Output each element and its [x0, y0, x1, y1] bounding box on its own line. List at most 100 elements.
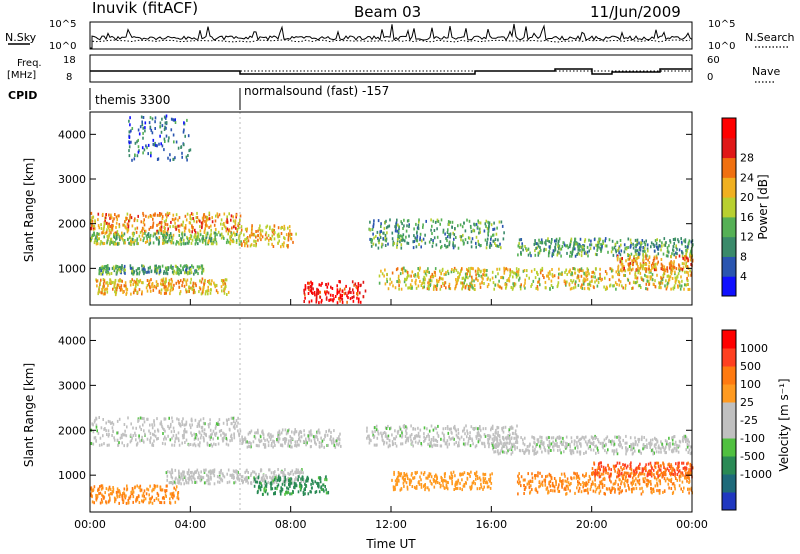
- scatter-cell: [429, 479, 431, 483]
- scatter-cell: [233, 225, 236, 228]
- scatter-cell: [684, 245, 687, 249]
- scatter-cell: [289, 492, 291, 496]
- scatter-cell: [470, 281, 473, 285]
- scatter-cell: [290, 445, 292, 449]
- scatter-cell: [159, 488, 162, 492]
- scatter-cell: [103, 265, 106, 269]
- scatter-cell: [177, 218, 179, 222]
- scatter-cell: [355, 286, 358, 290]
- scatter-cell: [229, 235, 231, 239]
- nave-tick-bottom: 0: [707, 72, 713, 83]
- scatter-cell: [428, 438, 431, 442]
- scatter-cell: [202, 421, 205, 425]
- scatter-cell: [410, 479, 413, 483]
- scatter-cell: [317, 482, 320, 486]
- scatter-cell: [633, 280, 635, 284]
- scatter-cell: [286, 244, 288, 248]
- scatter-cell: [311, 291, 313, 295]
- scatter-cell: [324, 478, 326, 482]
- scatter-cell: [194, 270, 197, 274]
- scatter-cell: [461, 225, 464, 229]
- scatter-cell: [645, 282, 648, 286]
- scatter-cell: [291, 430, 293, 434]
- scatter-cell: [398, 225, 400, 229]
- scatter-cell: [415, 486, 418, 490]
- scatter-cell: [271, 228, 274, 232]
- scatter-cell: [129, 264, 132, 268]
- scatter-cell: [330, 435, 332, 439]
- scatter-cell: [232, 240, 235, 244]
- scatter-cell: [589, 243, 591, 247]
- scatter-cell: [474, 472, 477, 476]
- scatter-cell: [573, 267, 575, 271]
- scatter-cell: [248, 445, 250, 448]
- scatter-cell: [415, 245, 418, 249]
- scatter-cell: [425, 269, 427, 273]
- scatter-cell: [345, 284, 347, 288]
- scatter-cell: [179, 424, 182, 428]
- scatter-cell: [226, 238, 229, 242]
- scatter-cell: [472, 427, 474, 431]
- scatter-cell: [309, 445, 312, 449]
- scatter-cell: [637, 268, 639, 272]
- scatter-cell: [556, 253, 559, 257]
- scatter-cell: [115, 231, 117, 235]
- scatter-cell: [266, 236, 268, 240]
- scatter-cell: [599, 267, 601, 271]
- scatter-cell: [518, 238, 521, 242]
- scatter-cell: [452, 436, 454, 440]
- scatter-cell: [93, 501, 95, 505]
- scatter-cell: [133, 288, 136, 292]
- scatter-cell: [133, 486, 136, 490]
- scatter-cell: [210, 232, 212, 236]
- scatter-cell: [128, 154, 131, 158]
- scatter-cell: [91, 236, 93, 239]
- scatter-cell: [538, 250, 541, 254]
- scatter-cell: [474, 269, 477, 273]
- scatter-cell: [271, 234, 274, 238]
- scatter-cell: [586, 277, 589, 281]
- scatter-cell: [615, 270, 618, 274]
- scatter-cell: [109, 487, 112, 491]
- scatter-cell: [503, 266, 505, 270]
- scatter-cell: [444, 427, 447, 430]
- scatter-cell: [178, 216, 181, 220]
- scatter-cell: [242, 439, 244, 443]
- scatter-cell: [246, 475, 248, 479]
- scatter-cell: [357, 285, 359, 289]
- scatter-cell: [405, 277, 408, 281]
- scatter-cell: [246, 445, 249, 449]
- scatter-cell: [458, 275, 460, 279]
- scatter-cell: [518, 276, 521, 280]
- scatter-cell: [199, 441, 201, 445]
- scatter-cell: [190, 268, 192, 271]
- scatter-cell: [110, 272, 113, 275]
- scatter-cell: [247, 476, 250, 480]
- scatter-cell: [518, 242, 520, 246]
- scatter-cell: [165, 267, 167, 271]
- scatter-cell: [195, 220, 198, 224]
- scatter-cell: [636, 276, 639, 280]
- scatter-cell: [227, 232, 229, 236]
- scatter-cell: [178, 285, 180, 289]
- scatter-cell: [464, 272, 467, 276]
- scatter-cell: [418, 268, 421, 272]
- scatter-cell: [241, 438, 243, 442]
- scatter-cell: [508, 277, 510, 280]
- scatter-cell: [277, 235, 279, 239]
- scatter-cell: [191, 433, 193, 437]
- scatter-cell: [307, 436, 310, 440]
- scatter-cell: [484, 273, 487, 277]
- scatter-cell: [483, 441, 485, 445]
- scatter-cell: [290, 237, 292, 240]
- scatter-cell: [236, 424, 238, 428]
- scatter-cell: [97, 212, 100, 216]
- scatter-cell: [333, 297, 335, 301]
- scatter-cell: [92, 215, 94, 219]
- scatter-cell: [218, 480, 221, 484]
- scatter-cell: [682, 266, 685, 270]
- scatter-cell: [496, 244, 498, 248]
- scatter-cell: [425, 476, 427, 480]
- scatter-cell: [209, 428, 212, 432]
- scatter-cell: [128, 141, 131, 145]
